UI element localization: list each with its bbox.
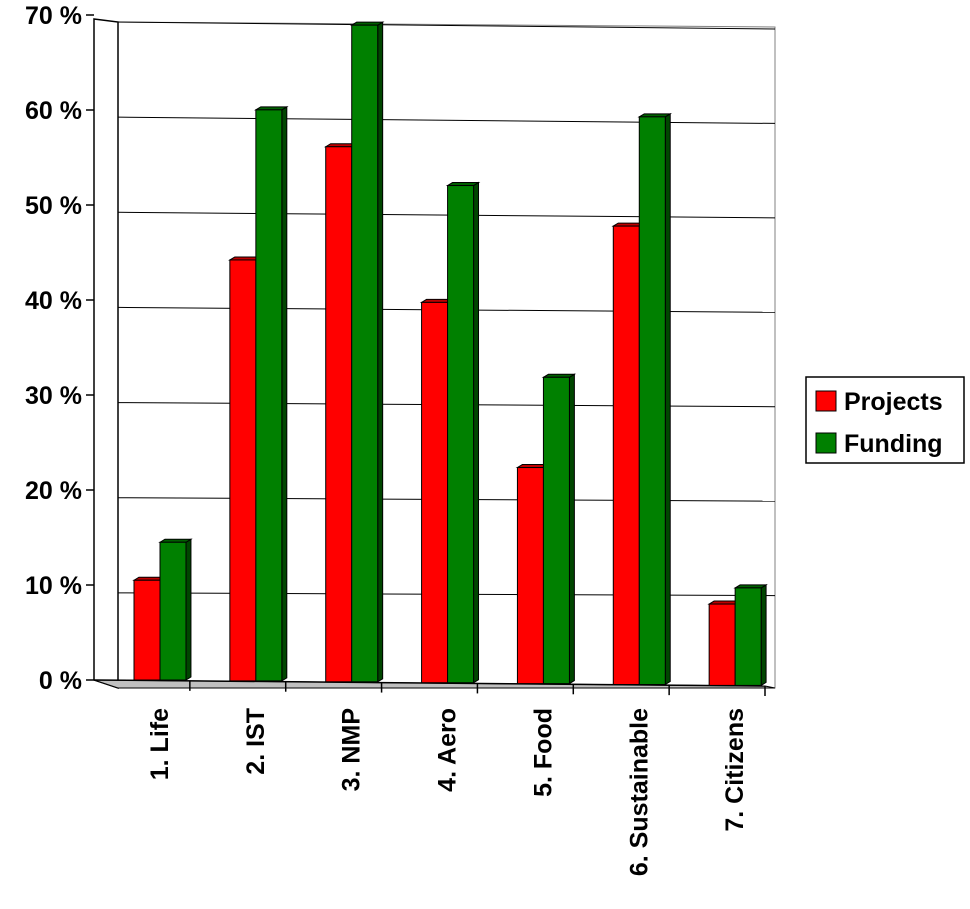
- y-tick-label: 0 %: [39, 667, 82, 695]
- y-tick-label: 10 %: [25, 572, 82, 600]
- x-category-label: 1. Life: [146, 708, 174, 780]
- y-tick-label: 50 %: [25, 192, 82, 220]
- bar-funding-3: [349, 21, 385, 683]
- legend: Projects Funding: [805, 376, 965, 464]
- x-axis-category-labels: 1. Life 2. IST 3. NMP 4. Aero 5. Food 6. Sust…: [146, 708, 749, 876]
- legend-label-funding: Funding: [844, 430, 943, 458]
- legend-swatch-funding: [815, 432, 837, 454]
- bar-funding-6: [637, 112, 673, 686]
- y-tick-label: 60 %: [25, 97, 82, 125]
- x-category-label: 2. IST: [242, 708, 270, 775]
- bars: [132, 21, 768, 687]
- bar-projects-1: [132, 576, 167, 681]
- x-category-label: 4. Aero: [434, 708, 462, 792]
- y-tick-label: 70 %: [25, 2, 82, 30]
- y-axis-tick-labels: 0 % 10 % 20 % 30 % 40 % 50 % 60 % 70 %: [25, 2, 82, 695]
- legend-label-projects: Projects: [844, 388, 943, 416]
- x-category-label: 5. Food: [529, 708, 557, 797]
- y-tick-label: 40 %: [25, 287, 82, 315]
- bar-funding-5: [541, 373, 577, 685]
- y-tick-label: 30 %: [25, 382, 82, 410]
- bar-funding-4: [445, 181, 481, 684]
- gridline: [117, 21, 776, 30]
- x-category-label: 6. Sustainable: [625, 708, 653, 876]
- bar-funding-1: [158, 538, 193, 681]
- y-tick-label: 20 %: [25, 477, 82, 505]
- bar-funding-2: [254, 105, 289, 682]
- x-category-label: 7. Citizens: [721, 708, 749, 832]
- bar-funding-7: [733, 584, 768, 687]
- legend-swatch-projects: [815, 390, 837, 412]
- x-category-label: 3. NMP: [338, 708, 366, 791]
- side-wall: [93, 18, 119, 690]
